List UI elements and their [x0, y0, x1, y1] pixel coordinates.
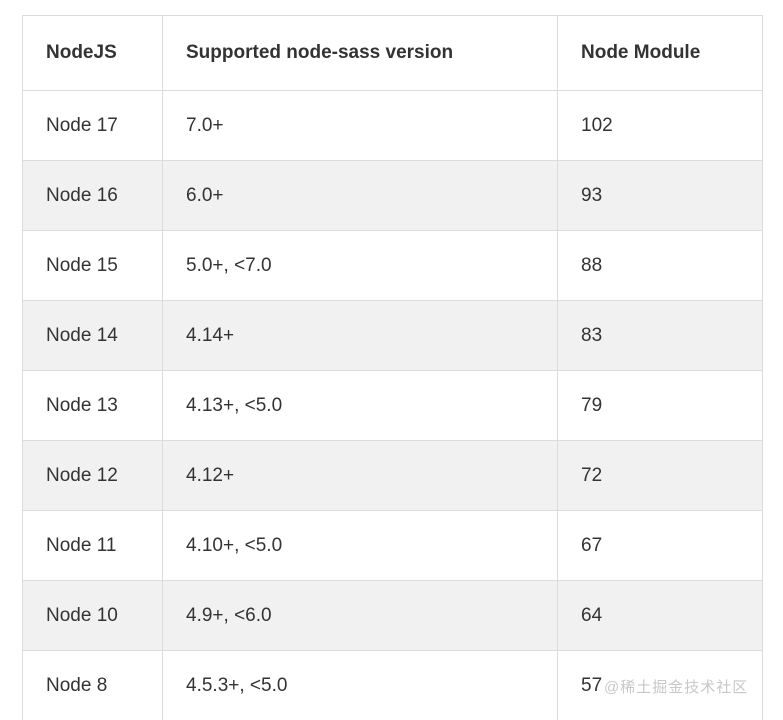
cell-sass-version: 4.10+, <5.0 — [162, 510, 558, 581]
cell-nodejs: Node 10 — [22, 580, 163, 651]
column-header-sass-version: Supported node-sass version — [162, 15, 558, 91]
cell-nodejs: Node 11 — [22, 510, 163, 581]
table-row: Node 15 5.0+, <7.0 88 — [22, 230, 763, 301]
column-header-node-module: Node Module — [557, 15, 763, 91]
cell-nodejs: Node 16 — [22, 160, 163, 231]
table-row: Node 12 4.12+ 72 — [22, 440, 763, 511]
table-row: Node 11 4.10+, <5.0 67 — [22, 510, 763, 581]
cell-sass-version: 6.0+ — [162, 160, 558, 231]
cell-sass-version: 4.9+, <6.0 — [162, 580, 558, 651]
cell-node-module: 57 — [557, 650, 763, 720]
table-row: Node 13 4.13+, <5.0 79 — [22, 370, 763, 441]
cell-node-module: 79 — [557, 370, 763, 441]
cell-node-module: 88 — [557, 230, 763, 301]
cell-sass-version: 4.5.3+, <5.0 — [162, 650, 558, 720]
cell-nodejs: Node 13 — [22, 370, 163, 441]
table-row: Node 8 4.5.3+, <5.0 57 — [22, 650, 763, 720]
cell-node-module: 102 — [557, 90, 763, 161]
table-body: Node 17 7.0+ 102 Node 16 6.0+ 93 Node 15 5.0+, … — [22, 90, 763, 720]
cell-nodejs: Node 14 — [22, 300, 163, 371]
cell-node-module: 72 — [557, 440, 763, 511]
cell-sass-version: 7.0+ — [162, 90, 558, 161]
node-sass-compat-table: NodeJS Supported node-sass version Node … — [22, 15, 763, 720]
table-row: Node 14 4.14+ 83 — [22, 300, 763, 371]
cell-nodejs: Node 12 — [22, 440, 163, 511]
cell-sass-version: 4.13+, <5.0 — [162, 370, 558, 441]
cell-node-module: 67 — [557, 510, 763, 581]
cell-sass-version: 5.0+, <7.0 — [162, 230, 558, 301]
table-row: Node 17 7.0+ 102 — [22, 90, 763, 161]
cell-node-module: 93 — [557, 160, 763, 231]
cell-nodejs: Node 15 — [22, 230, 163, 301]
column-header-nodejs: NodeJS — [22, 15, 163, 91]
header-row: NodeJS Supported node-sass version Node … — [22, 15, 763, 91]
cell-sass-version: 4.14+ — [162, 300, 558, 371]
cell-node-module: 83 — [557, 300, 763, 371]
table-row: Node 10 4.9+, <6.0 64 — [22, 580, 763, 651]
table-row: Node 16 6.0+ 93 — [22, 160, 763, 231]
cell-sass-version: 4.12+ — [162, 440, 558, 511]
cell-nodejs: Node 17 — [22, 90, 163, 161]
cell-node-module: 64 — [557, 580, 763, 651]
cell-nodejs: Node 8 — [22, 650, 163, 720]
